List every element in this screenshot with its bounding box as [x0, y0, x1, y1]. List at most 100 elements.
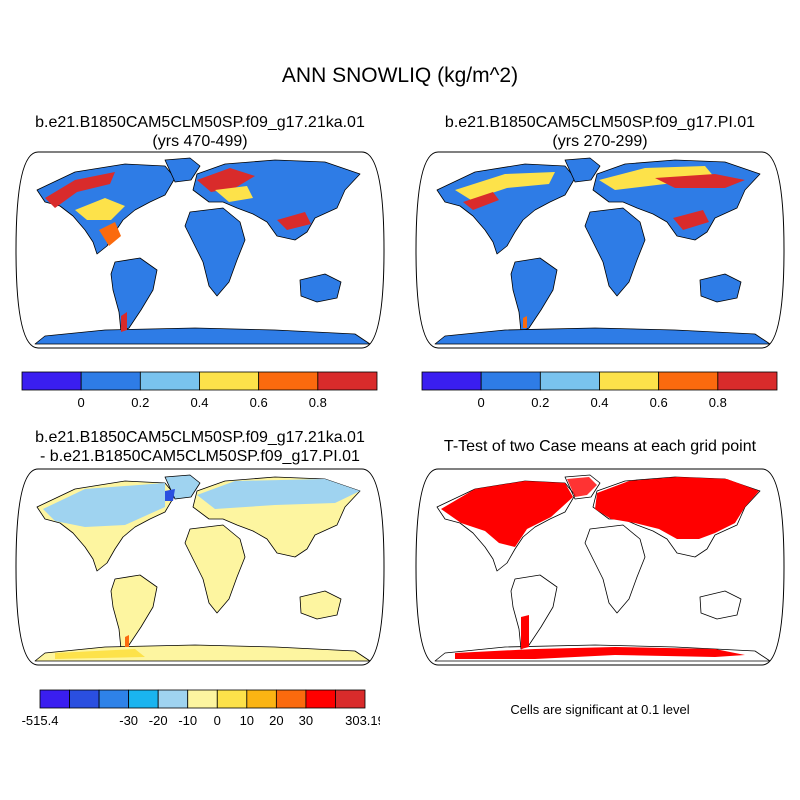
- snow-band-asia: [673, 210, 709, 230]
- colorbar-box: [658, 371, 719, 391]
- landmass-australia: [299, 590, 342, 620]
- colorbar-tick-label: 0: [478, 395, 485, 410]
- map-border: [415, 468, 785, 666]
- figure-title: ANN SNOWLIQ (kg/m^2): [281, 64, 519, 87]
- significance-note: Cells are significant at 0.1 level: [510, 702, 690, 717]
- colorbar-box: [98, 689, 130, 709]
- snow-band-na-2: [463, 192, 499, 210]
- colorbar-tick-label: -10: [178, 713, 197, 728]
- colorbar-tick-label: 0.4: [590, 395, 608, 410]
- map-panel-case1: [15, 151, 385, 349]
- landmass-antarctica: [434, 327, 771, 345]
- panel2-title-line2: (yrs 270-299): [552, 133, 648, 150]
- landmass-greenland: [164, 157, 201, 183]
- landmass-south-america: [110, 257, 158, 333]
- colorbar-box: [335, 689, 366, 709]
- colorbar-tick-label: -20: [149, 713, 168, 728]
- significant-antarctica: [455, 647, 745, 659]
- panel3-title: b.e21.B1850CAM5CLM50SP.f09_g17.21ka.01 -…: [15, 428, 385, 466]
- panel2-title-line1: b.e21.B1850CAM5CLM50SP.f09_g17.PI.01: [444, 114, 756, 131]
- colorbar-tick-label: 0.8: [309, 395, 327, 410]
- colorbar-tick-label: -515.4: [22, 713, 59, 728]
- colorbar-tick-label: 0.6: [650, 395, 668, 410]
- map-border: [15, 468, 385, 666]
- panel1-title: b.e21.B1850CAM5CLM50SP.f09_g17.21ka.01 (…: [15, 113, 385, 151]
- colorbar-box: [157, 689, 189, 709]
- colorbar-box: [305, 689, 336, 709]
- snow-band-andes: [121, 312, 127, 332]
- colorbar-tick-label: 0.4: [190, 395, 208, 410]
- colorbar-tick-label: 30: [299, 713, 313, 728]
- map-panel-case2: [415, 151, 785, 349]
- colorbar-tick-label: 0.2: [131, 395, 149, 410]
- landmass-australia: [699, 273, 742, 303]
- colorbar-box: [539, 371, 600, 391]
- colorbar-box: [21, 371, 82, 391]
- map-panel-difference: [15, 468, 385, 666]
- panel3-title-line1: b.e21.B1850CAM5CLM50SP.f09_g17.21ka.01: [35, 429, 365, 446]
- colorbar-box: [139, 371, 200, 391]
- landmass-africa: [184, 207, 246, 297]
- landmass-north-america: [436, 480, 576, 572]
- panel4-title: T-Test of two Case means at each grid po…: [415, 437, 785, 456]
- colorbar-tick-label: 0.6: [250, 395, 268, 410]
- diff-negative-na: [43, 483, 165, 527]
- significant-eurasia: [595, 477, 759, 539]
- snow-band-eu-2: [215, 186, 253, 202]
- colorbar-tick-label: 0: [214, 713, 221, 728]
- significant-greenland: [567, 477, 597, 497]
- panel3-title-line2: - b.e21.B1850CAM5CLM50SP.f09_g17.PI.01: [40, 448, 360, 465]
- landmass-greenland: [564, 157, 601, 183]
- snow-band-eu-1: [197, 168, 255, 192]
- snow-band-na-1: [45, 172, 115, 208]
- snow-band-na-1: [455, 172, 555, 200]
- landmass-africa: [184, 524, 246, 614]
- colorbar-box: [275, 689, 307, 709]
- colorbar-tick-label: -30: [119, 713, 138, 728]
- diff-negative-eurasia: [197, 479, 360, 509]
- landmass-africa: [584, 207, 646, 297]
- colorbar-tick-label: 10: [240, 713, 254, 728]
- panel1-title-line2: (yrs 470-499): [152, 133, 248, 150]
- panel4-title-line1: T-Test of two Case means at each grid po…: [443, 438, 757, 455]
- colorbar-case1: 0 0.2 0.4 0.6 0.8: [21, 371, 378, 410]
- map-border: [15, 151, 385, 349]
- colorbar-box: [480, 371, 541, 391]
- snow-band-na-3: [99, 222, 121, 246]
- colorbar-box: [80, 371, 141, 391]
- diff-positive-ant: [55, 649, 145, 659]
- landmass-antarctica: [34, 327, 371, 345]
- colorbar-box: [246, 689, 277, 709]
- map-border: [415, 151, 785, 349]
- snow-band-andes: [523, 316, 527, 328]
- colorbar-box: [187, 689, 218, 709]
- colorbar-tick-label: 0.2: [531, 395, 549, 410]
- panel1-title-line1: b.e21.B1850CAM5CLM50SP.f09_g17.21ka.01: [35, 114, 365, 131]
- colorbar-tick-label: 0.8: [709, 395, 727, 410]
- colorbar-box: [69, 689, 100, 709]
- snow-band-asia: [277, 212, 311, 230]
- diff-positive-andes: [125, 635, 129, 647]
- landmass-australia: [699, 590, 742, 620]
- colorbar-tick-label: 0: [78, 395, 85, 410]
- colorbar-box: [717, 371, 778, 391]
- landmass-australia: [299, 273, 342, 303]
- colorbar-box: [599, 371, 660, 391]
- map-panel-ttest: [415, 468, 785, 666]
- colorbar-box: [128, 689, 159, 709]
- landmass-greenland: [564, 474, 601, 500]
- colorbar-box: [39, 689, 70, 709]
- snow-band-na-2: [75, 198, 125, 220]
- colorbar-tick-label: 303.19: [345, 713, 380, 728]
- colorbar-case2: 0 0.2 0.4 0.6 0.8: [421, 371, 778, 410]
- significant-na: [441, 481, 573, 547]
- significant-andes: [521, 615, 529, 649]
- colorbar-box: [199, 371, 260, 391]
- colorbar-box: [317, 371, 378, 391]
- landmass-eurasia: [592, 476, 761, 558]
- colorbar-box: [258, 371, 319, 391]
- colorbar-difference: -515.4 -30 -20 -10 0 10 20 30 303.19: [22, 689, 380, 728]
- diff-strong-negative: [165, 489, 175, 501]
- colorbar-tick-label: 20: [269, 713, 283, 728]
- landmass-africa: [584, 524, 646, 614]
